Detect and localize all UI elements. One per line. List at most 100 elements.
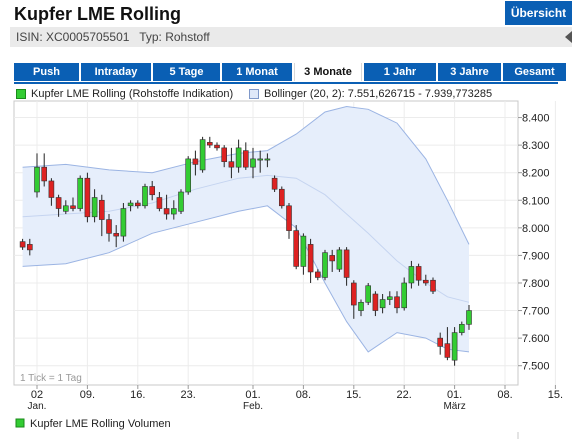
candle [106,214,112,242]
candle [314,269,321,281]
candle [401,277,408,311]
tab-underline [14,82,558,84]
candle [379,294,386,314]
candle-body [451,332,458,361]
candle [185,156,191,195]
candle-body [386,296,393,300]
y-tick-label: 8.100 [522,195,550,207]
y-axis: 8.400 8.300 8.200 8.100 8.000 7.900 7.800 7.700… [518,113,550,373]
legend-bollinger: Bollinger (20, 2): 7.551,626715 - 7.939,… [249,88,492,100]
candle-body [149,186,155,196]
collapse-arrow-icon[interactable] [565,31,572,43]
candle [372,291,379,317]
candle [466,305,472,330]
x-tick-label: 22. [397,389,412,401]
y-tick-label: 8.300 [522,140,550,152]
candle-body [430,279,436,292]
candle [113,225,119,248]
candle-body [365,285,372,303]
tab-push[interactable]: Push [14,63,79,81]
candle [34,153,40,198]
y-tick-label: 7.600 [522,333,550,345]
candle-body [228,161,235,168]
candle [135,200,141,209]
bollinger-band-fill [22,106,469,352]
candle-body [192,158,199,165]
candle [329,249,336,272]
x-month-label: März [443,401,465,412]
candle [221,145,227,168]
tab-3-monate[interactable]: 3 Monate [294,63,362,81]
candle [99,194,105,237]
candle-body [214,144,220,149]
candle-body [142,186,148,207]
candle [55,194,62,217]
x-tick-label: 02 [31,389,43,401]
x-tick-label: 16. [130,389,145,401]
candle-body [336,249,343,270]
candle [41,153,48,187]
y-tick-label: 7.700 [522,306,550,318]
candle [142,183,148,209]
candle-body [113,233,119,237]
tab-1-jahr[interactable]: 1 Jahr [364,63,436,81]
tab-1-monat[interactable]: 1 Monat [222,63,292,81]
candle-body [221,147,227,162]
candle-body [307,244,314,273]
candle-body [55,197,62,209]
candle-body [171,208,177,215]
candle-body [70,205,76,209]
x-month-label: Jan. [28,401,47,412]
tab-intraday[interactable]: Intraday [81,63,151,81]
x-tick-label: 23. [181,389,196,401]
x-tick-label: 08. [296,389,311,401]
y-tick-label: 7.500 [522,361,550,373]
candle-body [156,197,163,209]
candle-body [379,299,386,309]
legend-price: Kupfer LME Rolling (Rohstoffe Indikation… [16,88,233,100]
legend-price-label: Kupfer LME Rolling (Rohstoffe Indikation… [31,88,234,100]
candle-body [322,252,328,278]
legend-bollinger-label: Bollinger (20, 2): 7.551,626715 - 7.939,… [264,88,493,100]
candle [156,191,163,212]
candle-body [257,158,264,161]
candle-body [358,301,364,311]
volume-swatch-icon [15,418,25,428]
candle-body [314,271,321,278]
tab-3-jahre[interactable]: 3 Jahre [438,63,501,81]
candle-body [466,310,472,325]
candle-body [437,337,444,347]
candle-body [26,244,33,251]
isin-text: ISIN: XC0005705501 Typ: Rohstoff [16,30,210,44]
x-tick-label: 15. [548,389,563,401]
candle [207,136,213,148]
tab-gesamt[interactable]: Gesamt [503,63,566,81]
price-swatch-icon [16,89,26,99]
candle [365,282,372,306]
candle-body [62,205,69,212]
candle [271,175,278,192]
candle [430,277,436,295]
overview-button[interactable]: Übersicht [505,1,572,25]
candle [127,200,134,212]
page-title: Kupfer LME Rolling [14,4,181,24]
y-tick-label: 8.200 [522,168,550,180]
candle [19,238,26,250]
tab-5-tage[interactable]: 5 Tage [153,63,220,81]
candle-body [84,177,91,218]
candle-body [19,241,26,248]
candle-body [372,293,379,311]
candlestick-chart: 8.400 8.300 8.200 8.100 8.000 7.900 7.800 7.700… [13,100,563,439]
candle [171,200,177,220]
candle-body [250,158,256,168]
candle [437,332,444,355]
candle-body [106,219,112,234]
candle [70,197,76,212]
bollinger-upper-line [22,105,470,245]
candle [350,280,357,319]
candle-body [163,208,170,215]
candle [250,147,256,179]
candle [336,247,343,272]
candle-body [99,199,105,220]
